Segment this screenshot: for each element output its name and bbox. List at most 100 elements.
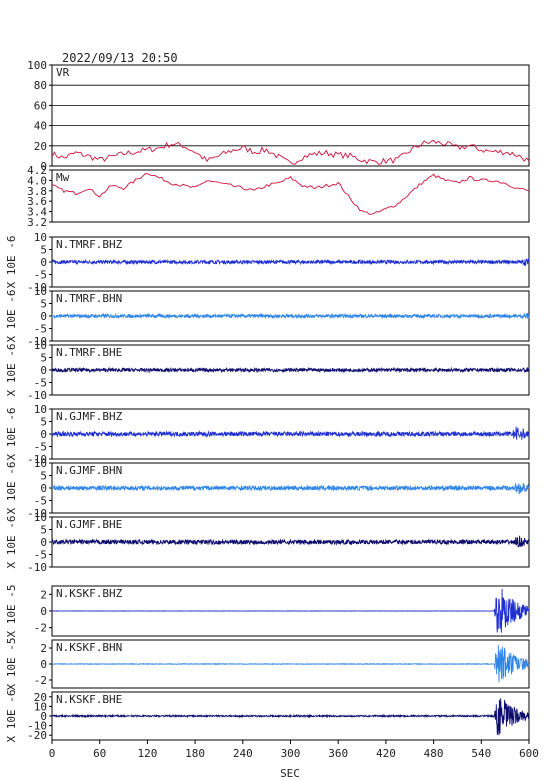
y-tick-label: 5	[40, 244, 47, 257]
x-axis: 0 60 120 180 240 300 360 420 480 540 600	[49, 740, 539, 760]
y-tick-label: 5	[40, 416, 47, 429]
panel-label: VR	[56, 66, 70, 79]
y-axis-label: X 10E -6	[5, 408, 18, 461]
trace-line	[51, 483, 530, 495]
y-tick-label: 0	[40, 710, 47, 723]
panel-label: N.GJMF.BHE	[56, 518, 122, 531]
y-tick-label: -10	[27, 453, 47, 466]
y-tick-label: 10	[34, 457, 47, 470]
y-tick-label: -10	[27, 720, 47, 733]
x-tick-label: 0	[49, 747, 56, 760]
x-axis-label: SEC	[280, 767, 300, 780]
y-tick-label: 2	[40, 588, 47, 601]
y-tick-label: 3.2	[27, 216, 47, 229]
y-tick-label: 0	[40, 256, 47, 269]
y-tick-label: 20	[34, 140, 47, 153]
y-tick-label: -10	[27, 281, 47, 294]
trace-line	[51, 312, 530, 320]
trace-line	[51, 698, 530, 736]
y-tick-label: 10	[34, 403, 47, 416]
y-tick-label: 0	[40, 364, 47, 377]
y-axis-label: X 10E -5	[5, 585, 18, 638]
y-tick-label: 80	[34, 79, 47, 92]
y-tick-label: -10	[27, 389, 47, 402]
y-tick-label: -2	[34, 674, 47, 687]
trace-line	[51, 645, 530, 683]
y-tick-label: 40	[34, 120, 47, 133]
x-tick-label: 360	[328, 747, 348, 760]
panel-n-kskf-bhn: 2 0 -2 X 10E -5 N.KSKF.BHN	[5, 638, 530, 691]
trace-line	[51, 173, 530, 215]
panel-label: N.TMRF.BHZ	[56, 238, 123, 251]
panel-label: N.TMRF.BHN	[56, 292, 122, 305]
panel-label: N.GJMF.BHZ	[56, 410, 123, 423]
x-tick-label: 60	[93, 747, 106, 760]
x-tick-label: 480	[424, 747, 444, 760]
y-axis-label: X 10E -5	[5, 638, 18, 691]
y-tick-label: 100	[27, 59, 47, 72]
y-tick-label: 10	[34, 511, 47, 524]
panel-mw: 4.24.03.83.63.43.2 Mw	[27, 164, 530, 229]
y-tick-label: 4.2	[27, 164, 47, 177]
y-tick-label: 0	[40, 605, 47, 618]
trace-line	[51, 139, 530, 165]
y-tick-label: -5	[34, 323, 47, 336]
y-tick-label: -2	[34, 622, 47, 635]
y-axis-label: X 10E -6	[5, 236, 18, 289]
y-tick-label: 3.8	[27, 185, 47, 198]
panel-label: N.TMRF.BHE	[56, 346, 122, 359]
panel-label: N.KSKF.BHE	[56, 693, 122, 706]
trace-line	[51, 257, 530, 266]
x-tick-label: 540	[471, 747, 491, 760]
panel-label: N.KSKF.BHN	[56, 641, 122, 654]
panel-label: N.GJMF.BHN	[56, 464, 122, 477]
panel-group: 100806040200VR4.24.03.83.63.43.2Mw1050-5…	[5, 59, 530, 743]
y-tick-label: -20	[27, 729, 47, 742]
y-tick-label: 0	[40, 658, 47, 671]
panel-frame	[51, 64, 530, 167]
panel-label: Mw	[56, 171, 70, 184]
y-tick-label: 0	[40, 310, 47, 323]
y-tick-label: 0	[40, 160, 47, 173]
y-tick-label: 10	[34, 285, 47, 298]
x-tick-label: 420	[376, 747, 396, 760]
y-tick-label: 60	[34, 99, 47, 112]
y-tick-label: 0	[40, 428, 47, 441]
y-tick-label: 10	[34, 339, 47, 352]
y-tick-label: 20	[34, 691, 47, 704]
y-tick-label: 0	[40, 482, 47, 495]
y-axis-label: X 10E -6	[5, 690, 18, 743]
y-tick-label: 2	[40, 642, 47, 655]
y-tick-label: 10	[34, 700, 47, 713]
panel-frame	[51, 169, 530, 223]
y-tick-label: 5	[40, 470, 47, 483]
panel-vr: 100 80 60 40 20 0 VR	[27, 59, 530, 173]
x-tick-label: 120	[137, 747, 157, 760]
trace-line	[51, 588, 530, 633]
x-tick-label: 180	[185, 747, 205, 760]
y-tick-label: -5	[34, 549, 47, 562]
y-tick-label: -10	[27, 507, 47, 520]
trace-line	[51, 426, 530, 441]
y-tick-label: 3.6	[27, 195, 47, 208]
y-tick-label: 5	[40, 352, 47, 365]
y-tick-label: 10	[34, 231, 47, 244]
y-tick-label: -10	[27, 561, 47, 574]
trace-line	[51, 366, 530, 374]
y-tick-label: 4.0	[27, 174, 47, 187]
y-tick-label: -10	[27, 335, 47, 348]
trace-line	[51, 535, 530, 548]
y-axis-label: X 10E -6	[5, 462, 18, 515]
y-tick-label: 3.4	[27, 206, 47, 219]
y-tick-label: 5	[40, 524, 47, 537]
y-axis-label: X 10E -6	[5, 344, 18, 397]
figure-timestamp: 2022/09/13 20:50	[62, 51, 178, 65]
